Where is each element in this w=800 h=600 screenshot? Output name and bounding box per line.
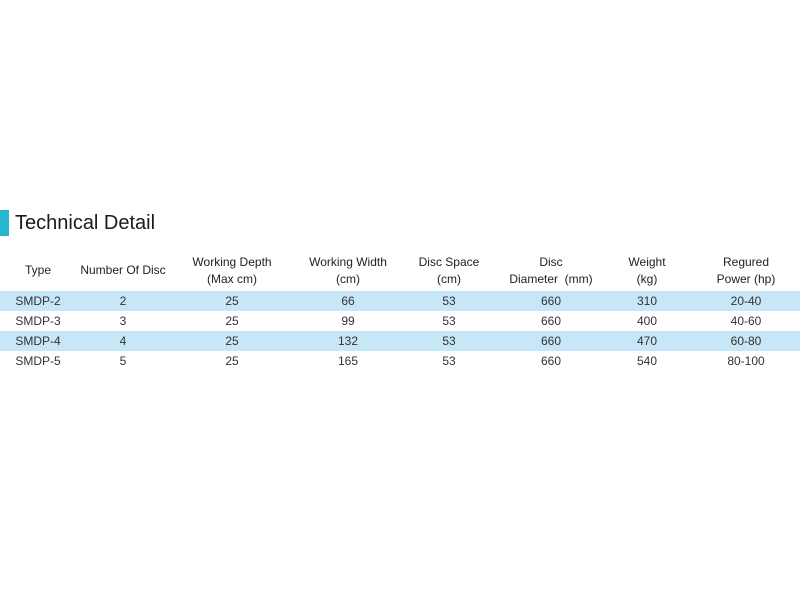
table-cell: 53 — [442, 314, 456, 328]
table-cell: 66 — [341, 294, 355, 308]
section-title: Technical Detail — [15, 212, 156, 234]
table-cell: 660 — [540, 334, 562, 348]
table-cell: 660 — [540, 294, 562, 308]
column-header: (cm) — [437, 272, 461, 286]
table-cell: SMDP-5 — [15, 354, 61, 368]
table-cell: 53 — [442, 354, 456, 368]
column-header: Number Of Disc — [80, 263, 166, 277]
table-cell: 470 — [636, 334, 658, 348]
table-cell: 310 — [636, 294, 658, 308]
table-cell: 25 — [225, 294, 239, 308]
title-accent — [0, 210, 9, 236]
table-cell: 4 — [119, 334, 127, 348]
column-header: (Max cm) — [207, 272, 257, 286]
table-cell: SMDP-3 — [15, 314, 61, 328]
table-cell: 25 — [225, 314, 239, 328]
table-cell: SMDP-2 — [15, 294, 61, 308]
table-cell: 53 — [442, 294, 456, 308]
table-cell: SMDP-4 — [15, 334, 61, 348]
column-header: Weight — [628, 255, 666, 269]
column-header: Diameter (mm) — [509, 272, 593, 286]
column-header: Type — [24, 263, 51, 277]
table-cell: 99 — [341, 314, 355, 328]
column-header: Disc Space — [418, 255, 480, 269]
table-cell: 20-40 — [730, 294, 762, 308]
table-cell: 2 — [119, 294, 127, 308]
column-header: (cm) — [336, 272, 360, 286]
table-cell: 40-60 — [730, 314, 762, 328]
table-cell: 660 — [540, 314, 562, 328]
table-cell: 5 — [119, 354, 127, 368]
row-stripe — [0, 291, 800, 311]
column-header: Working Depth — [192, 255, 272, 269]
table-cell: 540 — [636, 354, 658, 368]
table-cell: 80-100 — [727, 354, 765, 368]
table-cell: 25 — [225, 334, 239, 348]
table-cell: 25 — [225, 354, 239, 368]
column-header: Regured — [722, 255, 770, 269]
column-header: Disc — [539, 255, 563, 269]
table-cell: 400 — [636, 314, 658, 328]
table-cell: 3 — [119, 314, 127, 328]
table-cell: 165 — [337, 354, 359, 368]
column-header: Power (hp) — [716, 272, 776, 286]
table-cell: 60-80 — [730, 334, 762, 348]
table-cell: 132 — [337, 334, 359, 348]
column-header: (kg) — [636, 272, 658, 286]
row-stripe — [0, 331, 800, 351]
table-cell: 53 — [442, 334, 456, 348]
column-header: Working Width — [309, 255, 387, 269]
table-cell: 660 — [540, 354, 562, 368]
